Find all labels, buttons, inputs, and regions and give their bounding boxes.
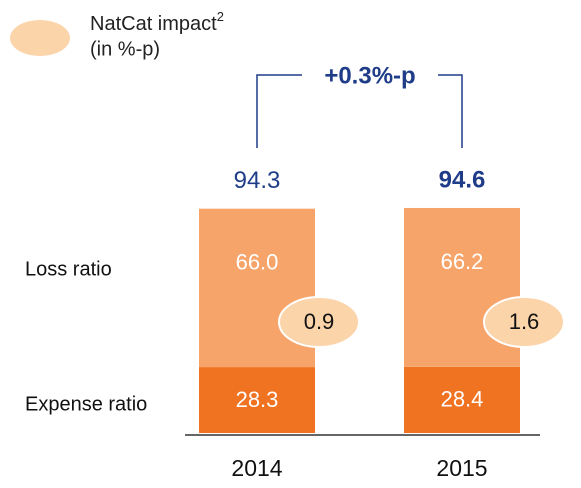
legend-unit: (in %-p) <box>90 38 160 60</box>
natcat-bubble <box>483 296 565 348</box>
bar-segment <box>199 367 315 433</box>
value-label: 28.4 <box>441 387 484 412</box>
x-tick-label: 2015 <box>436 455 487 481</box>
value-label: 66.0 <box>236 249 279 274</box>
natcat-label: 0.9 <box>304 309 335 334</box>
legend-label: NatCat impact2 <box>90 9 224 35</box>
natcat-bubble <box>278 296 360 348</box>
bar-segment <box>404 366 520 433</box>
total-label: 94.3 <box>234 167 281 194</box>
value-label: 66.2 <box>441 249 484 274</box>
legend-swatch <box>10 20 70 56</box>
difference-annotation: +0.3%-p <box>324 62 415 89</box>
value-label: 28.3 <box>236 387 279 412</box>
total-label: 94.6 <box>439 166 486 193</box>
x-tick-label: 2014 <box>231 455 282 481</box>
series-label: Loss ratio <box>25 258 112 280</box>
natcat-label: 1.6 <box>509 309 540 334</box>
legend-name: NatCat impact <box>90 13 217 35</box>
bracket <box>256 74 463 148</box>
series-label: Expense ratio <box>25 393 147 415</box>
legend-footnote: 2 <box>217 9 224 24</box>
